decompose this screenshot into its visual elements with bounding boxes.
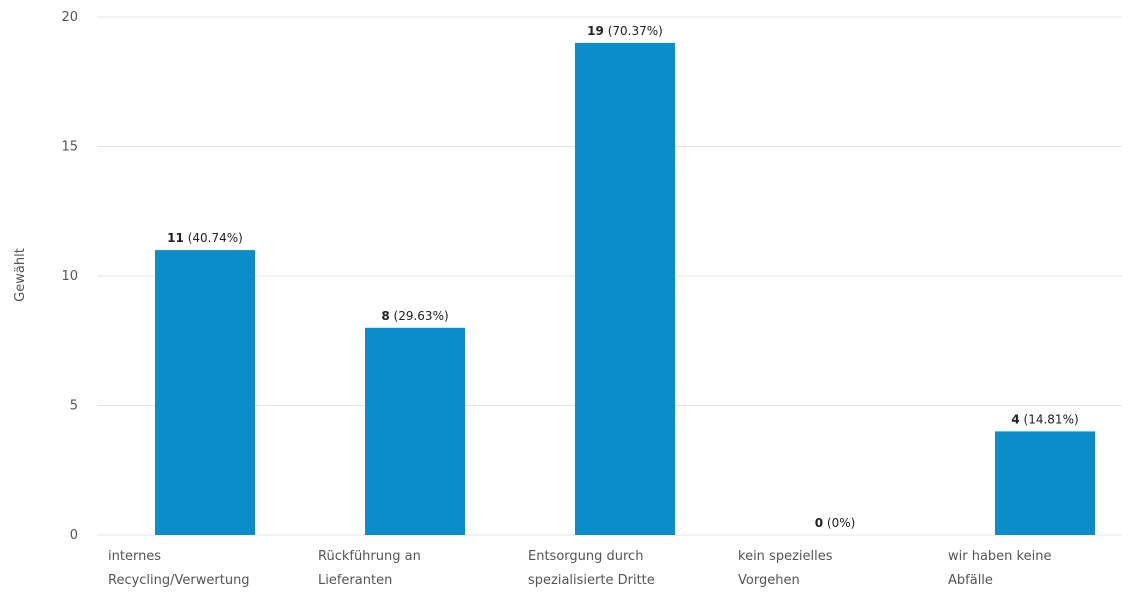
bar [575,42,675,536]
category-label-line: spezialisierte Dritte [528,573,655,588]
bar-count: 4 [1011,412,1019,426]
bar [155,250,255,535]
category-label-line: Abfälle [948,573,993,588]
bar-value-label: 11 (40.74%) [167,231,243,245]
category-label-line: kein spezielles [738,549,833,564]
bar [995,431,1095,535]
bar-percent: (40.74%) [188,231,243,245]
bar-count: 0 [815,516,823,530]
category-label-line: Vorgehen [738,573,800,588]
bar [365,327,465,535]
y-tick-label: 5 [70,399,78,414]
bar-count: 11 [167,231,184,245]
bar-percent: (29.63%) [394,309,449,323]
bar-percent: (0%) [827,516,855,530]
bar-count: 8 [381,309,389,323]
bar-count: 19 [587,24,604,38]
y-axis-title: Gewählt [13,248,28,302]
bar-value-label: 8 (29.63%) [381,309,448,323]
category-label-line: wir haben keine [948,549,1051,564]
x-category-label: Rückführung an Lieferanten [318,549,421,588]
bar-percent: (70.37%) [608,24,663,38]
bars [155,42,1095,536]
category-label-line: internes [108,549,161,564]
y-tick-label: 15 [61,140,78,155]
category-label-line: Entsorgung durch [528,549,643,564]
y-tick-labels: 0 5 10 15 20 [61,10,78,543]
x-category-label: wir haben keine Abfälle [948,549,1051,588]
bar-value-label: 0 (0%) [815,516,856,530]
y-tick-label: 20 [61,10,78,25]
y-tick-label: 10 [61,269,78,284]
category-label-line: Lieferanten [318,573,392,588]
bar-value-label: 19 (70.37%) [587,24,663,38]
category-label-line: Recycling/Verwertung [108,573,250,588]
x-category-label: kein spezielles Vorgehen [738,549,833,588]
x-category-label: Entsorgung durch spezialisierte Dritte [528,549,655,588]
x-category-label: internes Recycling/Verwertung [108,549,250,588]
y-tick-label: 0 [70,528,78,543]
bar-value-label: 4 (14.81%) [1011,412,1078,426]
category-label-line: Rückführung an [318,549,421,564]
category-labels: internes Recycling/Verwertung Rückführung … [108,549,1051,588]
bar-percent: (14.81%) [1024,412,1079,426]
data-labels: 11 (40.74%) 8 (29.63%) 19 (70.37%) 0 (0%) 4 … [167,24,1078,530]
